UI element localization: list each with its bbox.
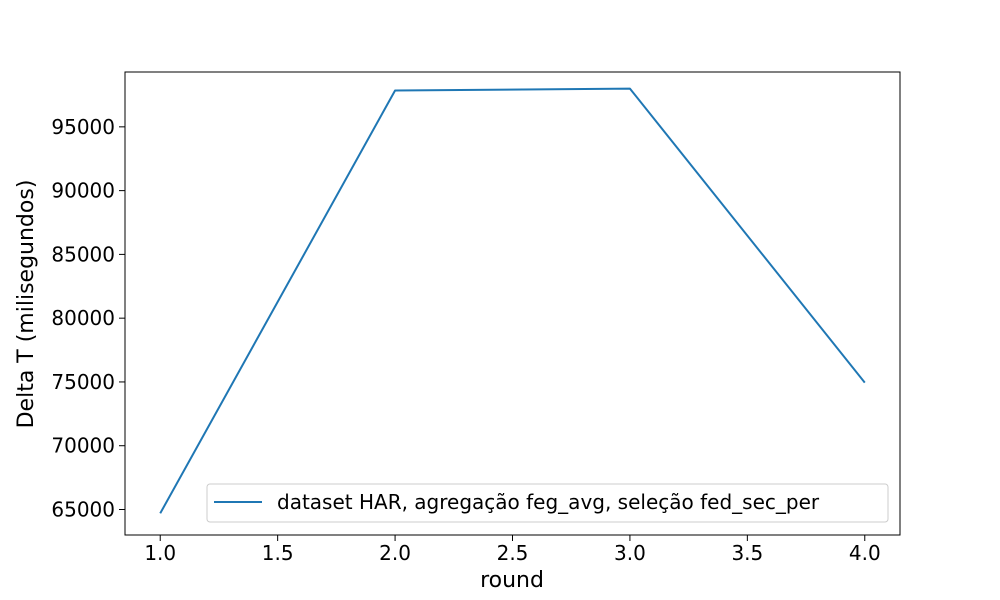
- y-tick-label: 80000: [51, 306, 115, 330]
- x-tick-label: 3.0: [614, 541, 646, 565]
- y-tick-label: 75000: [51, 370, 115, 394]
- x-tick-label: 1.0: [144, 541, 176, 565]
- x-axis-ticks: 1.0 1.5 2.0 2.5 3.0 3.5 4.0: [144, 535, 881, 565]
- plot-area: [159, 87, 866, 514]
- series-line-1: [159, 87, 866, 514]
- y-tick-label: 90000: [51, 179, 115, 203]
- x-tick-label: 2.5: [497, 541, 529, 565]
- legend-box: [206, 483, 889, 523]
- y-axis-ticks: 65000 70000 75000 80000 85000 90000 95000: [51, 115, 125, 521]
- x-tick-label: 2.0: [379, 541, 411, 565]
- y-tick-label: 85000: [51, 242, 115, 266]
- y-tick-label: 70000: [51, 434, 115, 458]
- x-axis-label: round: [480, 568, 544, 593]
- y-tick-label: 65000: [51, 497, 115, 521]
- x-tick-label: 4.0: [849, 541, 881, 565]
- y-axis-label: Delta T (milisegundos): [14, 180, 39, 429]
- x-tick-label: 3.5: [731, 541, 763, 565]
- y-tick-label: 95000: [51, 115, 115, 139]
- legend-label-series-1: dataset HAR, agregação feg_avg, seleção …: [277, 490, 820, 514]
- legend: dataset HAR, agregação feg_avg, seleção …: [206, 483, 889, 523]
- x-tick-label: 1.5: [262, 541, 294, 565]
